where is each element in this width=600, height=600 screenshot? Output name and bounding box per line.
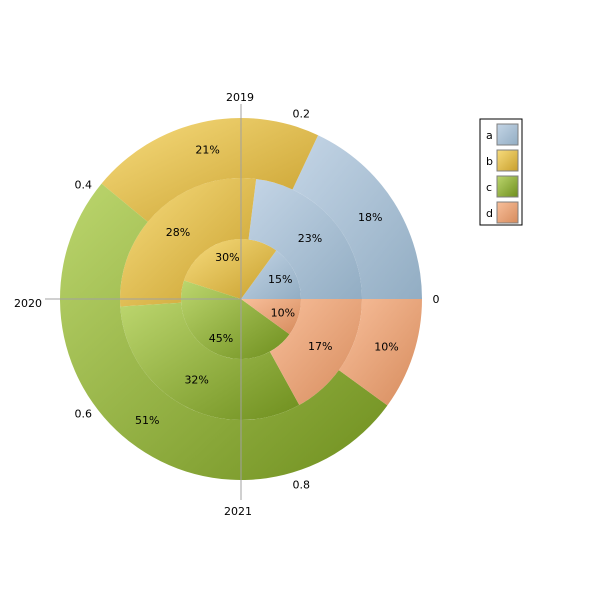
segment-ring3-a — [292, 135, 422, 299]
legend-label-a: a — [486, 129, 493, 142]
segment-label-ring2-d: 17% — [308, 340, 332, 353]
segment-ring2-d — [269, 299, 362, 406]
angular-tick-label-4: 0.8 — [293, 478, 311, 491]
legend-swatch-b — [496, 149, 519, 172]
legend-label-d: d — [486, 207, 493, 220]
angular-tick-label-0: 0 — [433, 293, 440, 306]
segment-ring1-d — [241, 299, 301, 335]
segment-ring2-a — [248, 178, 362, 299]
radial-axis-label-2020: 2020 — [14, 297, 42, 310]
legend-swatch-d — [496, 201, 519, 224]
segment-ring1-a — [241, 250, 301, 299]
radial-axis-label-2021: 2021 — [224, 505, 252, 518]
segment-label-ring3-a: 18% — [358, 211, 382, 224]
segment-ring3-c — [60, 183, 388, 480]
legend-swatch-a — [496, 123, 519, 146]
axes-group: 2019 2020 2021 0 0.2 0.4 0.6 0.8 — [14, 91, 440, 518]
segment-ring1-c — [181, 280, 290, 360]
angular-tick-label-3: 0.6 — [74, 408, 92, 421]
segment-label-ring1-d: 10% — [271, 307, 295, 320]
segment-label-ring3-d: 10% — [374, 340, 398, 353]
rings-group — [60, 117, 422, 480]
segment-labels-group: 15% 30% 45% 10% 23% 28% 32% 17% 18% 21% 51% 10% — [135, 144, 399, 427]
segment-label-ring2-c: 32% — [184, 374, 208, 387]
segment-label-ring1-c: 45% — [209, 332, 233, 345]
segment-label-ring2-a: 23% — [298, 232, 322, 245]
segment-ring2-b — [119, 178, 257, 307]
radial-axis-label-2019: 2019 — [226, 91, 254, 104]
segment-label-ring1-b: 30% — [215, 251, 239, 264]
angular-tick-label-1: 0.2 — [293, 108, 311, 121]
segment-label-ring3-c: 51% — [135, 414, 159, 427]
segment-ring1-b — [183, 238, 277, 299]
legend-swatch-c — [496, 175, 519, 198]
segment-label-ring2-b: 28% — [166, 226, 190, 239]
legend-label-b: b — [486, 155, 493, 168]
segment-ring3-b — [101, 117, 319, 222]
legend-label-c: c — [486, 181, 492, 194]
angular-tick-label-2: 0.4 — [74, 178, 92, 191]
segment-ring3-d — [338, 299, 422, 406]
segment-label-ring3-b: 21% — [195, 144, 219, 157]
segment-label-ring1-a: 15% — [268, 273, 292, 286]
segment-ring2-c — [120, 302, 300, 420]
